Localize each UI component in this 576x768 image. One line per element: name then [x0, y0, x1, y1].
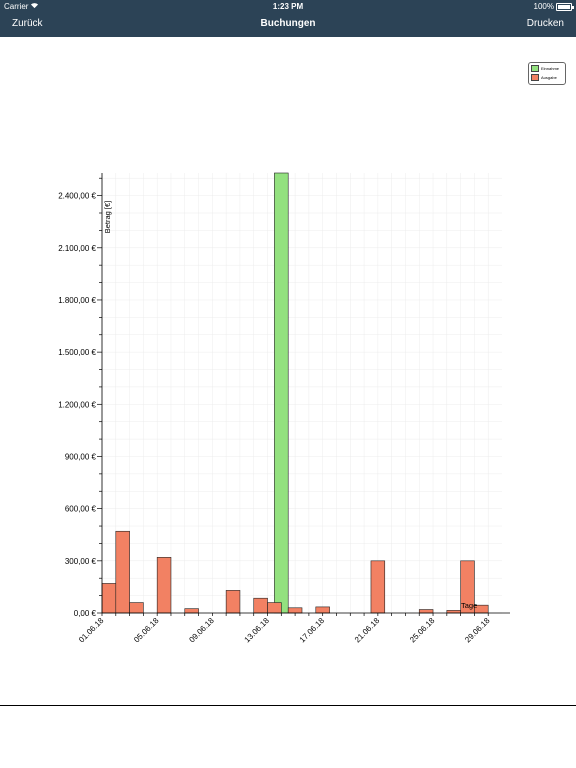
- x-tick-label: 09.06.18: [187, 616, 216, 645]
- bar-ausgabe: [287, 607, 303, 614]
- x-axis-ticks: 01.06.18 05.06.18 09.06.18 13.06.18 17.06.18…: [77, 613, 492, 644]
- y-tick-label: 600,00 €: [65, 505, 97, 514]
- y-tick-label: 2.100,00 €: [58, 244, 96, 253]
- carrier-label: Carrier: [4, 2, 29, 11]
- y-axis-ticks: 0,00 € 300,00 € 600,00 € 900,00 € 1.200,00 €…: [58, 177, 102, 618]
- bar-ausgabe: [315, 606, 330, 614]
- battery-level-fill: [558, 5, 570, 9]
- legend-entry-ausgabe: Ausgabe: [531, 73, 557, 81]
- legend-swatch-einnahme: [531, 64, 539, 72]
- bar-ausgabe: [129, 602, 144, 614]
- chart-bars: [101, 172, 489, 614]
- y-tick-label: 900,00 €: [65, 452, 97, 461]
- bar-ausgabe: [370, 560, 386, 614]
- status-bar: Carrier 1:23 PM 100%: [0, 0, 576, 13]
- bar-ausgabe: [253, 597, 268, 614]
- chart-legend: Einnahme Ausgabe: [528, 62, 566, 85]
- chart-grid: [101, 173, 502, 614]
- x-tick-label: 05.06.18: [132, 616, 161, 645]
- y-tick-label: 2.400,00 €: [58, 192, 96, 201]
- print-button[interactable]: Drucken: [526, 18, 564, 29]
- bar-ausgabe: [115, 530, 130, 614]
- legend-label-einnahme: Einnahme: [541, 65, 560, 71]
- x-tick-label: 17.06.18: [298, 616, 327, 645]
- y-tick-label: 1.800,00 €: [58, 296, 96, 305]
- y-tick-label: 1.200,00 €: [58, 400, 96, 409]
- bar-ausgabe: [184, 608, 199, 614]
- battery-icon: [556, 3, 574, 11]
- y-tick-label: 1.500,00 €: [58, 348, 96, 357]
- bottom-divider: [0, 705, 576, 706]
- clock-label: 1:23 PM: [272, 2, 304, 11]
- bar-ausgabe: [156, 557, 172, 614]
- bar-ausgabe: [267, 602, 282, 614]
- x-tick-label: 01.06.18: [77, 616, 106, 645]
- x-tick-label: 13.06.18: [243, 616, 272, 645]
- y-axis-title: Betrag [€]: [103, 201, 112, 234]
- chart-axes: [101, 173, 510, 614]
- bar-ausgabe: [101, 583, 117, 614]
- x-tick-label: 29.06.18: [463, 616, 492, 645]
- navigation-bar: Zurück Buchungen Drucken: [0, 13, 576, 37]
- x-tick-label: 25.06.18: [408, 616, 437, 645]
- battery-percent-label: 100%: [533, 2, 554, 11]
- legend-entry-einnahme: Einnahme: [531, 64, 560, 72]
- x-tick-label: 21.06.18: [353, 616, 382, 645]
- legend-label-ausgabe: Ausgabe: [541, 74, 557, 80]
- back-button[interactable]: Zurück: [12, 18, 43, 29]
- bar-ausgabe: [225, 590, 241, 614]
- bar-ausgabe: [418, 609, 434, 614]
- y-tick-label: 0,00 €: [74, 609, 97, 618]
- legend-swatch-ausgabe: [531, 73, 539, 81]
- x-axis-title: Tage: [461, 601, 477, 610]
- page-title: Buchungen: [260, 18, 316, 29]
- y-tick-label: 300,00 €: [65, 557, 97, 566]
- wifi-icon: [30, 1, 39, 11]
- bar-einnahme: [274, 172, 289, 614]
- bookings-bar-chart: 0,00 € 300,00 € 600,00 € 900,00 € 1.200,00 €…: [58, 172, 510, 644]
